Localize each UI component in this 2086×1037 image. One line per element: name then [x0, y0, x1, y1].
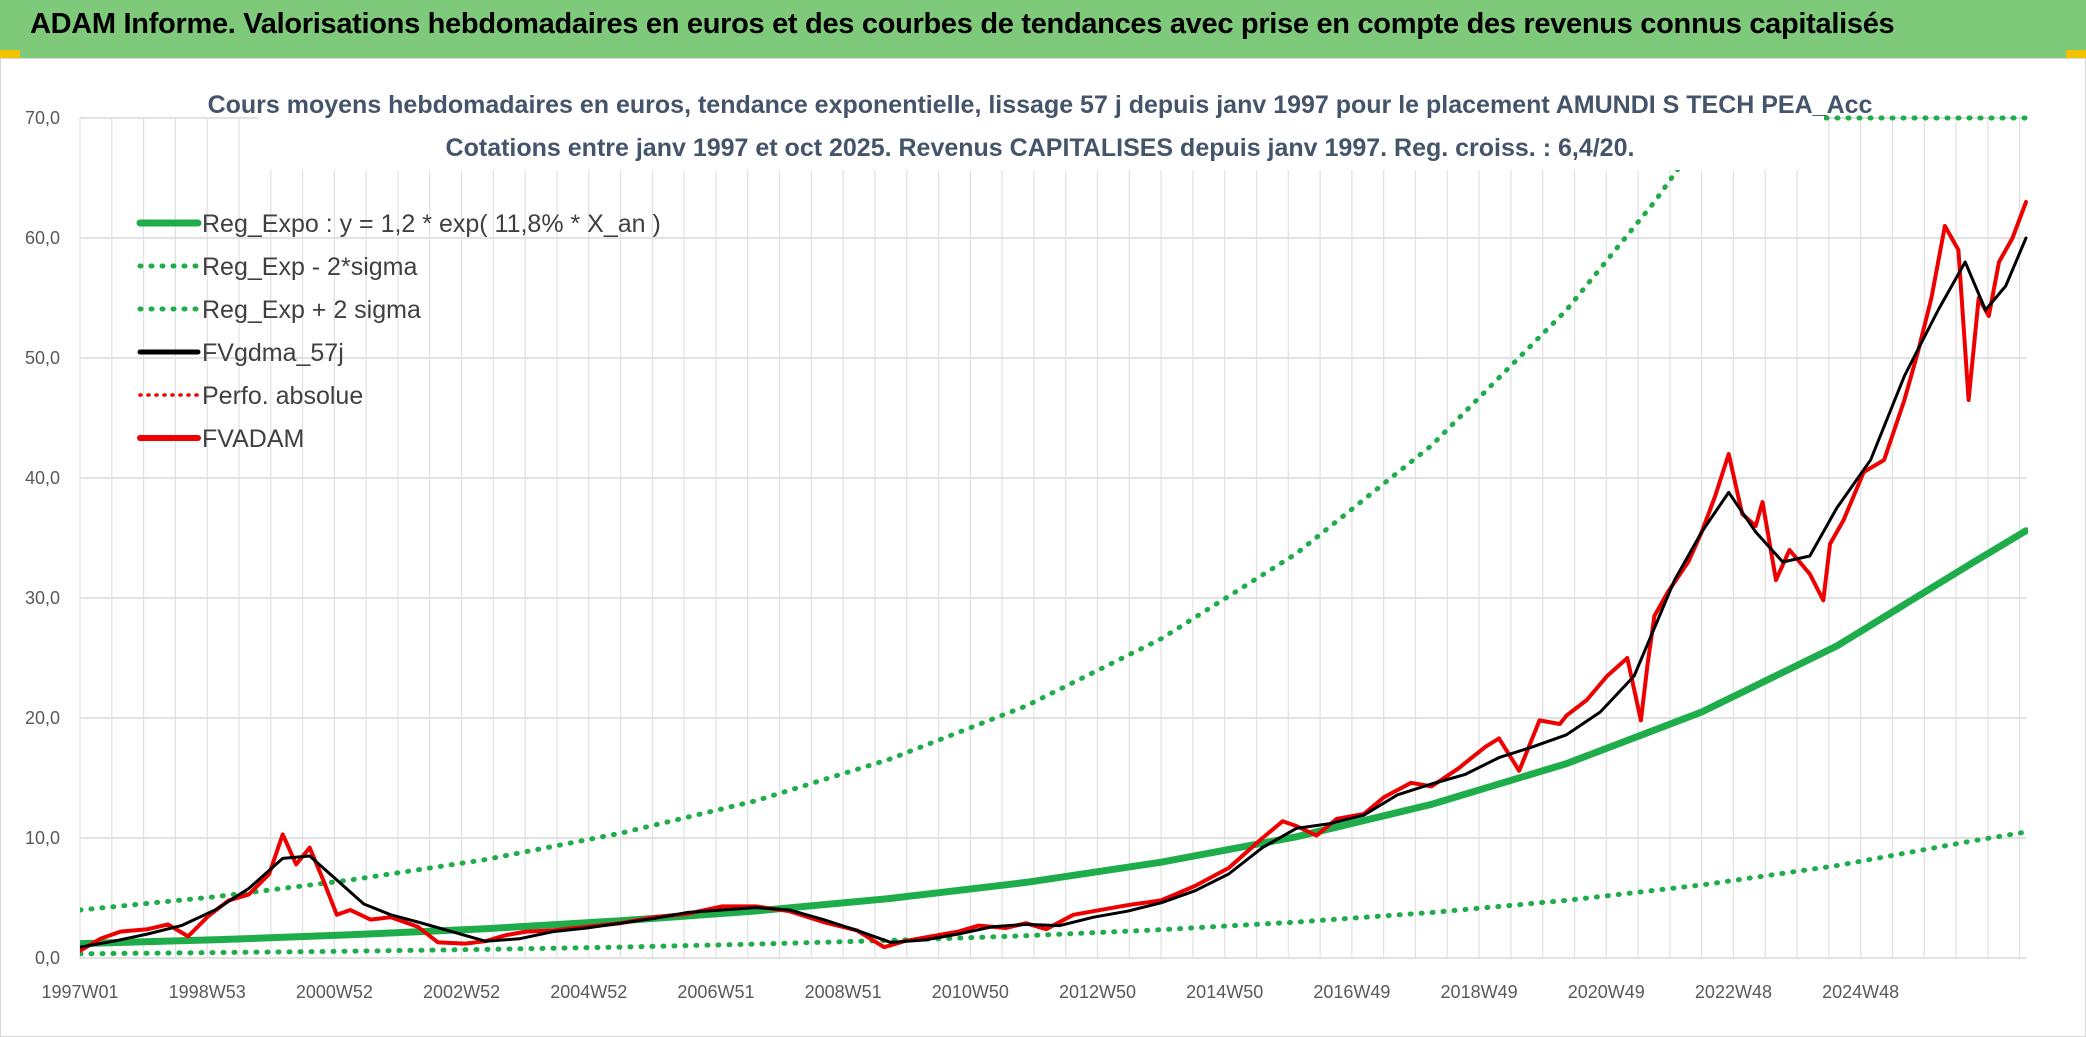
- legend-label: Reg_Expo : y = 1,2 * exp( 11,8% * X_an ): [202, 210, 661, 238]
- x-tick-label: 1997W01: [41, 982, 118, 1002]
- banner-accent-right: [2066, 50, 2086, 58]
- x-tick-label: 2018W49: [1441, 982, 1518, 1002]
- legend-label: Reg_Exp + 2 sigma: [202, 296, 421, 324]
- y-tick-label: 10,0: [25, 828, 60, 848]
- series-fvadam: [80, 200, 2028, 953]
- banner-accent-left: [0, 50, 20, 58]
- legend-label: FVADAM: [202, 425, 304, 453]
- x-tick-label: 2002W52: [423, 982, 500, 1002]
- y-tick-label: 0,0: [35, 948, 60, 968]
- series-reg-exp-plus: [80, 133, 1705, 913]
- chart-grid: [79, 117, 2026, 959]
- series-layer: [80, 115, 2029, 957]
- y-tick-label: 30,0: [25, 588, 60, 608]
- page-title: ADAM Informe. Valorisations hebdomadaire…: [30, 8, 1895, 40]
- series-reg-expo: [80, 527, 2028, 948]
- x-axis-ticks: 1997W01 1998W53 2000W52 2002W52 2004W52 2006W…: [41, 982, 1899, 1002]
- legend-label: Reg_Exp - 2*sigma: [202, 253, 417, 281]
- chart-title: Cours moyens hebdomadaires en euros, ten…: [208, 91, 1873, 119]
- x-tick-label: 2012W50: [1059, 982, 1136, 1002]
- x-tick-label: 1998W53: [169, 982, 246, 1002]
- x-tick-label: 2006W51: [677, 982, 754, 1002]
- y-tick-label: 20,0: [25, 708, 60, 728]
- y-tick-label: 70,0: [25, 108, 60, 128]
- legend-label: FVgdma_57j: [202, 339, 344, 367]
- chart-subtitle: Cotations entre janv 1997 et oct 2025. R…: [446, 134, 1635, 162]
- series-reg-exp-minus: [80, 829, 2028, 957]
- y-tick-label: 40,0: [25, 468, 60, 488]
- header-banner: ADAM Informe. Valorisations hebdomadaire…: [0, 0, 2086, 58]
- y-tick-label: 60,0: [25, 228, 60, 248]
- series-fvgdma: [80, 236, 2028, 949]
- x-tick-label: 2008W51: [805, 982, 882, 1002]
- chart-title-block: Cours moyens hebdomadaires en euros, ten…: [208, 84, 1873, 170]
- y-tick-label: 50,0: [25, 348, 60, 368]
- x-tick-label: 2022W48: [1695, 982, 1772, 1002]
- x-tick-label: 2014W50: [1186, 982, 1263, 1002]
- x-tick-label: 2010W50: [932, 982, 1009, 1002]
- x-tick-label: 2024W48: [1822, 982, 1899, 1002]
- y-axis-ticks: 0,0 10,0 20,0 30,0 40,0 50,0 60,0 70,0: [25, 108, 60, 968]
- x-tick-label: 2004W52: [550, 982, 627, 1002]
- title-backdrop: [258, 84, 1824, 170]
- x-tick-label: 2000W52: [296, 982, 373, 1002]
- legend: Reg_Expo : y = 1,2 * exp( 11,8% * X_an )…: [136, 210, 661, 453]
- x-tick-label: 2016W49: [1313, 982, 1390, 1002]
- x-tick-label: 2020W49: [1568, 982, 1645, 1002]
- legend-label: Perfo. absolue: [202, 382, 363, 410]
